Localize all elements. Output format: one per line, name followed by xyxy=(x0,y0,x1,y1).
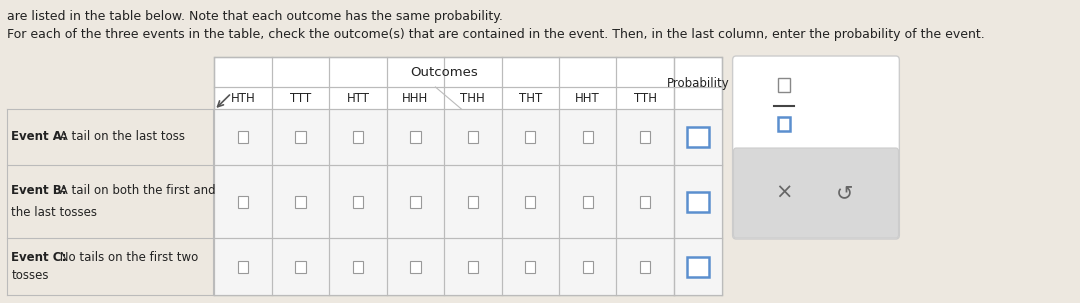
Bar xyxy=(501,165,559,238)
Bar xyxy=(559,165,617,238)
Bar xyxy=(674,109,723,165)
Bar xyxy=(778,78,791,92)
Text: ×: × xyxy=(775,183,793,203)
Bar xyxy=(272,238,329,295)
Bar xyxy=(468,195,478,208)
Bar xyxy=(214,57,723,295)
Text: the last tosses: the last tosses xyxy=(11,206,97,219)
Bar xyxy=(468,131,478,143)
Bar xyxy=(501,238,559,295)
Text: No tails on the first two: No tails on the first two xyxy=(56,251,199,265)
Bar xyxy=(559,238,617,295)
Bar xyxy=(353,131,363,143)
Text: A tail on the last toss: A tail on the last toss xyxy=(56,131,185,144)
Bar xyxy=(468,261,478,272)
Bar xyxy=(501,109,559,165)
Bar xyxy=(674,165,723,238)
Text: A tail on both the first and: A tail on both the first and xyxy=(56,184,216,197)
Text: THT: THT xyxy=(518,92,542,105)
Bar xyxy=(238,195,248,208)
Bar xyxy=(353,261,363,272)
Bar xyxy=(387,165,444,238)
Bar xyxy=(444,238,501,295)
Bar xyxy=(444,109,501,165)
Bar xyxy=(295,131,306,143)
Text: TTT: TTT xyxy=(289,92,311,105)
Bar xyxy=(238,131,248,143)
Text: ↺: ↺ xyxy=(836,183,853,203)
Bar xyxy=(687,257,710,277)
Text: Event B:: Event B: xyxy=(11,184,67,197)
Bar xyxy=(295,261,306,272)
Bar xyxy=(214,109,272,165)
Bar xyxy=(272,109,329,165)
Text: HHH: HHH xyxy=(402,92,429,105)
Text: For each of the three events in the table, check the outcome(s) that are contain: For each of the three events in the tabl… xyxy=(6,28,985,41)
Text: tosses: tosses xyxy=(11,268,49,281)
Bar xyxy=(559,109,617,165)
Text: Probability: Probability xyxy=(666,76,729,89)
Bar xyxy=(410,195,420,208)
Bar xyxy=(387,109,444,165)
Bar xyxy=(525,261,536,272)
Bar xyxy=(272,165,329,238)
Bar xyxy=(640,261,650,272)
Bar xyxy=(214,238,272,295)
Bar xyxy=(525,195,536,208)
Text: Event A:: Event A: xyxy=(11,131,67,144)
Bar xyxy=(444,165,501,238)
Bar xyxy=(640,131,650,143)
Bar xyxy=(295,195,306,208)
Text: HTH: HTH xyxy=(231,92,255,105)
Bar xyxy=(353,195,363,208)
Bar xyxy=(387,238,444,295)
Bar xyxy=(238,261,248,272)
Bar xyxy=(525,131,536,143)
Text: Outcomes: Outcomes xyxy=(410,65,478,78)
Bar xyxy=(329,109,387,165)
Bar xyxy=(617,165,674,238)
Text: Event C:: Event C: xyxy=(11,251,67,265)
Bar xyxy=(674,238,723,295)
Text: are listed in the table below. Note that each outcome has the same probability.: are listed in the table below. Note that… xyxy=(6,10,503,23)
Text: THH: THH xyxy=(460,92,485,105)
Bar xyxy=(214,165,272,238)
Bar xyxy=(582,195,593,208)
Text: HTT: HTT xyxy=(347,92,369,105)
Bar xyxy=(617,238,674,295)
FancyBboxPatch shape xyxy=(732,56,900,239)
Bar xyxy=(329,165,387,238)
Bar xyxy=(582,131,593,143)
Bar xyxy=(329,238,387,295)
FancyBboxPatch shape xyxy=(733,148,899,238)
Bar xyxy=(410,261,420,272)
Bar xyxy=(687,191,710,211)
Bar xyxy=(582,261,593,272)
Bar xyxy=(687,127,710,147)
Bar xyxy=(778,117,791,131)
Bar xyxy=(640,195,650,208)
Text: HHT: HHT xyxy=(576,92,600,105)
Text: TTH: TTH xyxy=(634,92,657,105)
Bar xyxy=(617,109,674,165)
Bar xyxy=(410,131,420,143)
